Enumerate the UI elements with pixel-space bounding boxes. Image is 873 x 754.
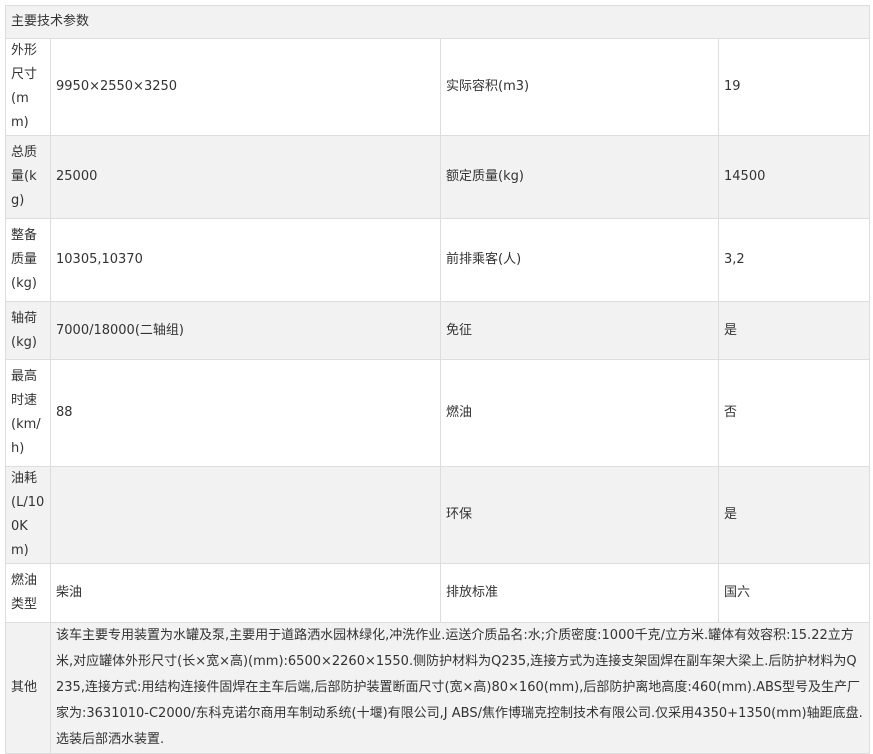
spec-label: 整备质量(kg) bbox=[5, 218, 51, 302]
spec-value: 7000/18000(二轴组) bbox=[50, 301, 441, 360]
spec-label: 环保 bbox=[440, 466, 719, 564]
spec-value: 9950×2550×3250 bbox=[50, 38, 441, 136]
spec-value: 是 bbox=[717, 301, 871, 360]
spec-label: 总质量(kg) bbox=[5, 135, 51, 219]
spec-value: 14500 bbox=[717, 135, 871, 219]
spec-label: 轴荷(kg) bbox=[5, 301, 51, 360]
spec-label: 免征 bbox=[440, 301, 719, 360]
table-title: 主要技术参数 bbox=[4, 5, 871, 39]
table-row: 最高时速(km/h) 88 燃油否 bbox=[5, 359, 871, 467]
spec-value: 是 bbox=[717, 466, 871, 564]
spec-label: 前排乘客(人) bbox=[440, 218, 719, 302]
spec-label: 油耗(L/100Km) bbox=[5, 466, 51, 564]
table-row: 总质量(kg) 25000 额定质量(kg) 14500 bbox=[5, 135, 871, 219]
spec-label: 燃油类型 bbox=[5, 563, 51, 623]
spec-table: 主要技术参数 外形尺寸(mm) 9950×2550×3250 实际容积(m3) 19 总… bbox=[4, 5, 871, 754]
table-row: 整备质量(kg) 10305,10370 前排乘客(人) 3,2 bbox=[5, 218, 871, 302]
spec-label: 燃油 bbox=[440, 359, 719, 467]
spec-value: 否 bbox=[717, 359, 871, 467]
table-row-other: 其他 该车主要专用装置为水罐及泵,主要用于道路洒水园林绿化,冲洗作业.运送介质品… bbox=[5, 622, 871, 754]
spec-value: 88 bbox=[50, 359, 441, 467]
table-row: 油耗(L/100Km) 环保是 bbox=[5, 466, 871, 564]
spec-value: 25000 bbox=[50, 135, 441, 219]
table-row: 外形尺寸(mm) 9950×2550×3250 实际容积(m3) 19 bbox=[5, 38, 871, 136]
spec-label: 外形尺寸(mm) bbox=[5, 38, 51, 136]
table-row: 燃油类型 柴油 排放标准 国六 bbox=[5, 563, 871, 623]
other-text: 该车主要专用装置为水罐及泵,主要用于道路洒水园林绿化,冲洗作业.运送介质品名:水… bbox=[49, 622, 871, 754]
spec-value: 10305,10370 bbox=[50, 218, 441, 302]
table-header-row: 主要技术参数 bbox=[4, 5, 871, 39]
spec-value: 19 bbox=[717, 38, 871, 136]
spec-label: 排放标准 bbox=[440, 563, 719, 623]
spec-value: 3,2 bbox=[717, 218, 871, 302]
spec-value bbox=[50, 466, 441, 564]
table-row: 轴荷(kg) 7000/18000(二轴组) 免征是 bbox=[5, 301, 871, 360]
spec-label: 最高时速(km/h) bbox=[5, 359, 51, 467]
spec-label: 实际容积(m3) bbox=[440, 38, 719, 136]
other-label: 其他 bbox=[5, 622, 51, 754]
spec-label: 额定质量(kg) bbox=[440, 135, 719, 219]
spec-value: 国六 bbox=[717, 563, 871, 623]
spec-value: 柴油 bbox=[50, 563, 441, 623]
